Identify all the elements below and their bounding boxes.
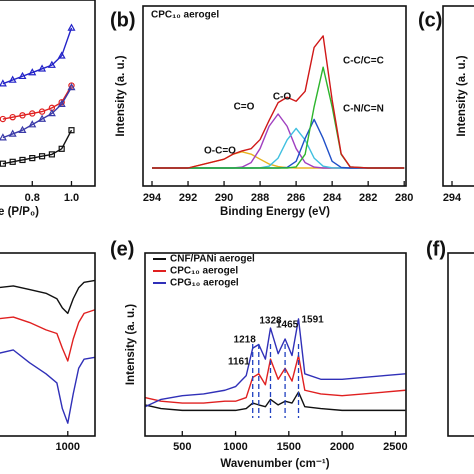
plot-frame [142,5,407,187]
data-point [67,82,76,91]
y-axis-label: Intensity (a. u.) [456,55,468,136]
panel-label: (b) [110,9,136,31]
peak-label: 1591 [302,315,325,326]
data-line [144,318,406,408]
panel: 0.8 1.0 e (P/P₀) [0,0,96,218]
data-point [19,112,26,119]
x-tick-label: 500 [173,441,191,453]
x-tick-label: 294 [143,192,162,204]
y-axis-label: Intensity (a. u.) [115,55,127,136]
data-line [2,129,73,165]
y-axis-label: Intensity (a. u.) [125,304,137,385]
data-point [18,71,27,80]
panel: 1000 [0,252,96,453]
peak-annotation: O-C=O [204,146,236,157]
x-tick-label: 292 [179,192,197,204]
sample-label: CPC₁₀ aerogel [151,10,219,21]
data-point [38,64,47,72]
x-tick-label: 288 [251,192,269,204]
data-point [38,114,47,122]
data-line [0,279,96,315]
panel-label: (c) [418,9,442,31]
data-point [38,108,46,115]
data-line [152,35,405,169]
x-tick-label: 2000 [330,441,354,453]
data-point [0,115,7,123]
data-line [0,349,96,424]
peak-annotation: C=O [234,102,255,113]
data-point [9,113,16,121]
plot-frame [144,252,407,437]
data-point [0,160,6,167]
panel-label: (e) [110,238,134,260]
data-point [58,145,65,152]
peak-label: 1465 [276,320,299,331]
x-tick-label: 294 [443,192,462,204]
x-tick-label: 280 [395,192,413,204]
data-point [57,99,66,107]
panel: 294 292 290 288 286 284 282 280 Binding Energy (… [110,5,413,218]
data-point [29,110,36,117]
peak-annotation: C-O [273,92,292,103]
peak-label: 1328 [259,316,282,327]
data-line [144,391,406,412]
x-tick-label: 0.8 [25,192,40,204]
panel: (f) [426,238,474,437]
x-axis-label: e (P/P₀) [0,206,39,218]
plot-frame [447,252,474,437]
x-tick-label: 2500 [383,441,407,453]
x-tick-label: 282 [359,192,377,204]
data-point [68,127,75,134]
legend-label: CNF/PANi aerogel [170,254,255,265]
x-tick-label: 284 [323,192,342,204]
x-axis-label: Wavenumber (cm⁻¹) [220,458,329,470]
peak-annotation: C-N/C=N [343,104,384,115]
x-tick-label: 1000 [223,441,247,453]
data-point [9,158,16,165]
data-point [8,75,17,83]
data-point [47,60,56,68]
data-point [28,68,37,76]
legend-label: CPG₁₀ aerogel [170,278,239,289]
data-point [28,120,37,128]
data-point [67,23,76,31]
peak-label: 1161 [228,357,250,368]
data-line [144,354,406,404]
data-point [18,125,27,133]
panel-label: (f) [426,238,446,260]
x-axis-label: Binding Energy (eV) [220,206,330,218]
data-point [0,133,7,141]
data-line [0,309,96,362]
data-point [19,156,26,164]
x-tick-label: 1500 [277,441,301,453]
x-tick-label: 290 [215,192,233,204]
data-point [47,109,56,117]
x-tick-label: 1.0 [64,192,79,204]
data-point [57,51,66,59]
data-point [48,151,55,158]
legend-label: CPC₁₀ aerogel [170,266,238,277]
data-point [38,153,46,160]
data-point [0,79,7,87]
data-point [29,155,36,162]
plot-frame [0,252,96,437]
data-point [8,129,17,137]
plot-frame [0,0,96,187]
plot-frame [442,5,474,187]
x-tick-label: 286 [287,192,305,204]
peak-annotation: C-C/C=C [343,56,384,67]
peak-label: 1218 [234,335,257,346]
panel: 294 Intensity (a. u.) (c) [418,5,474,204]
x-tick-label: 1000 [56,441,80,453]
